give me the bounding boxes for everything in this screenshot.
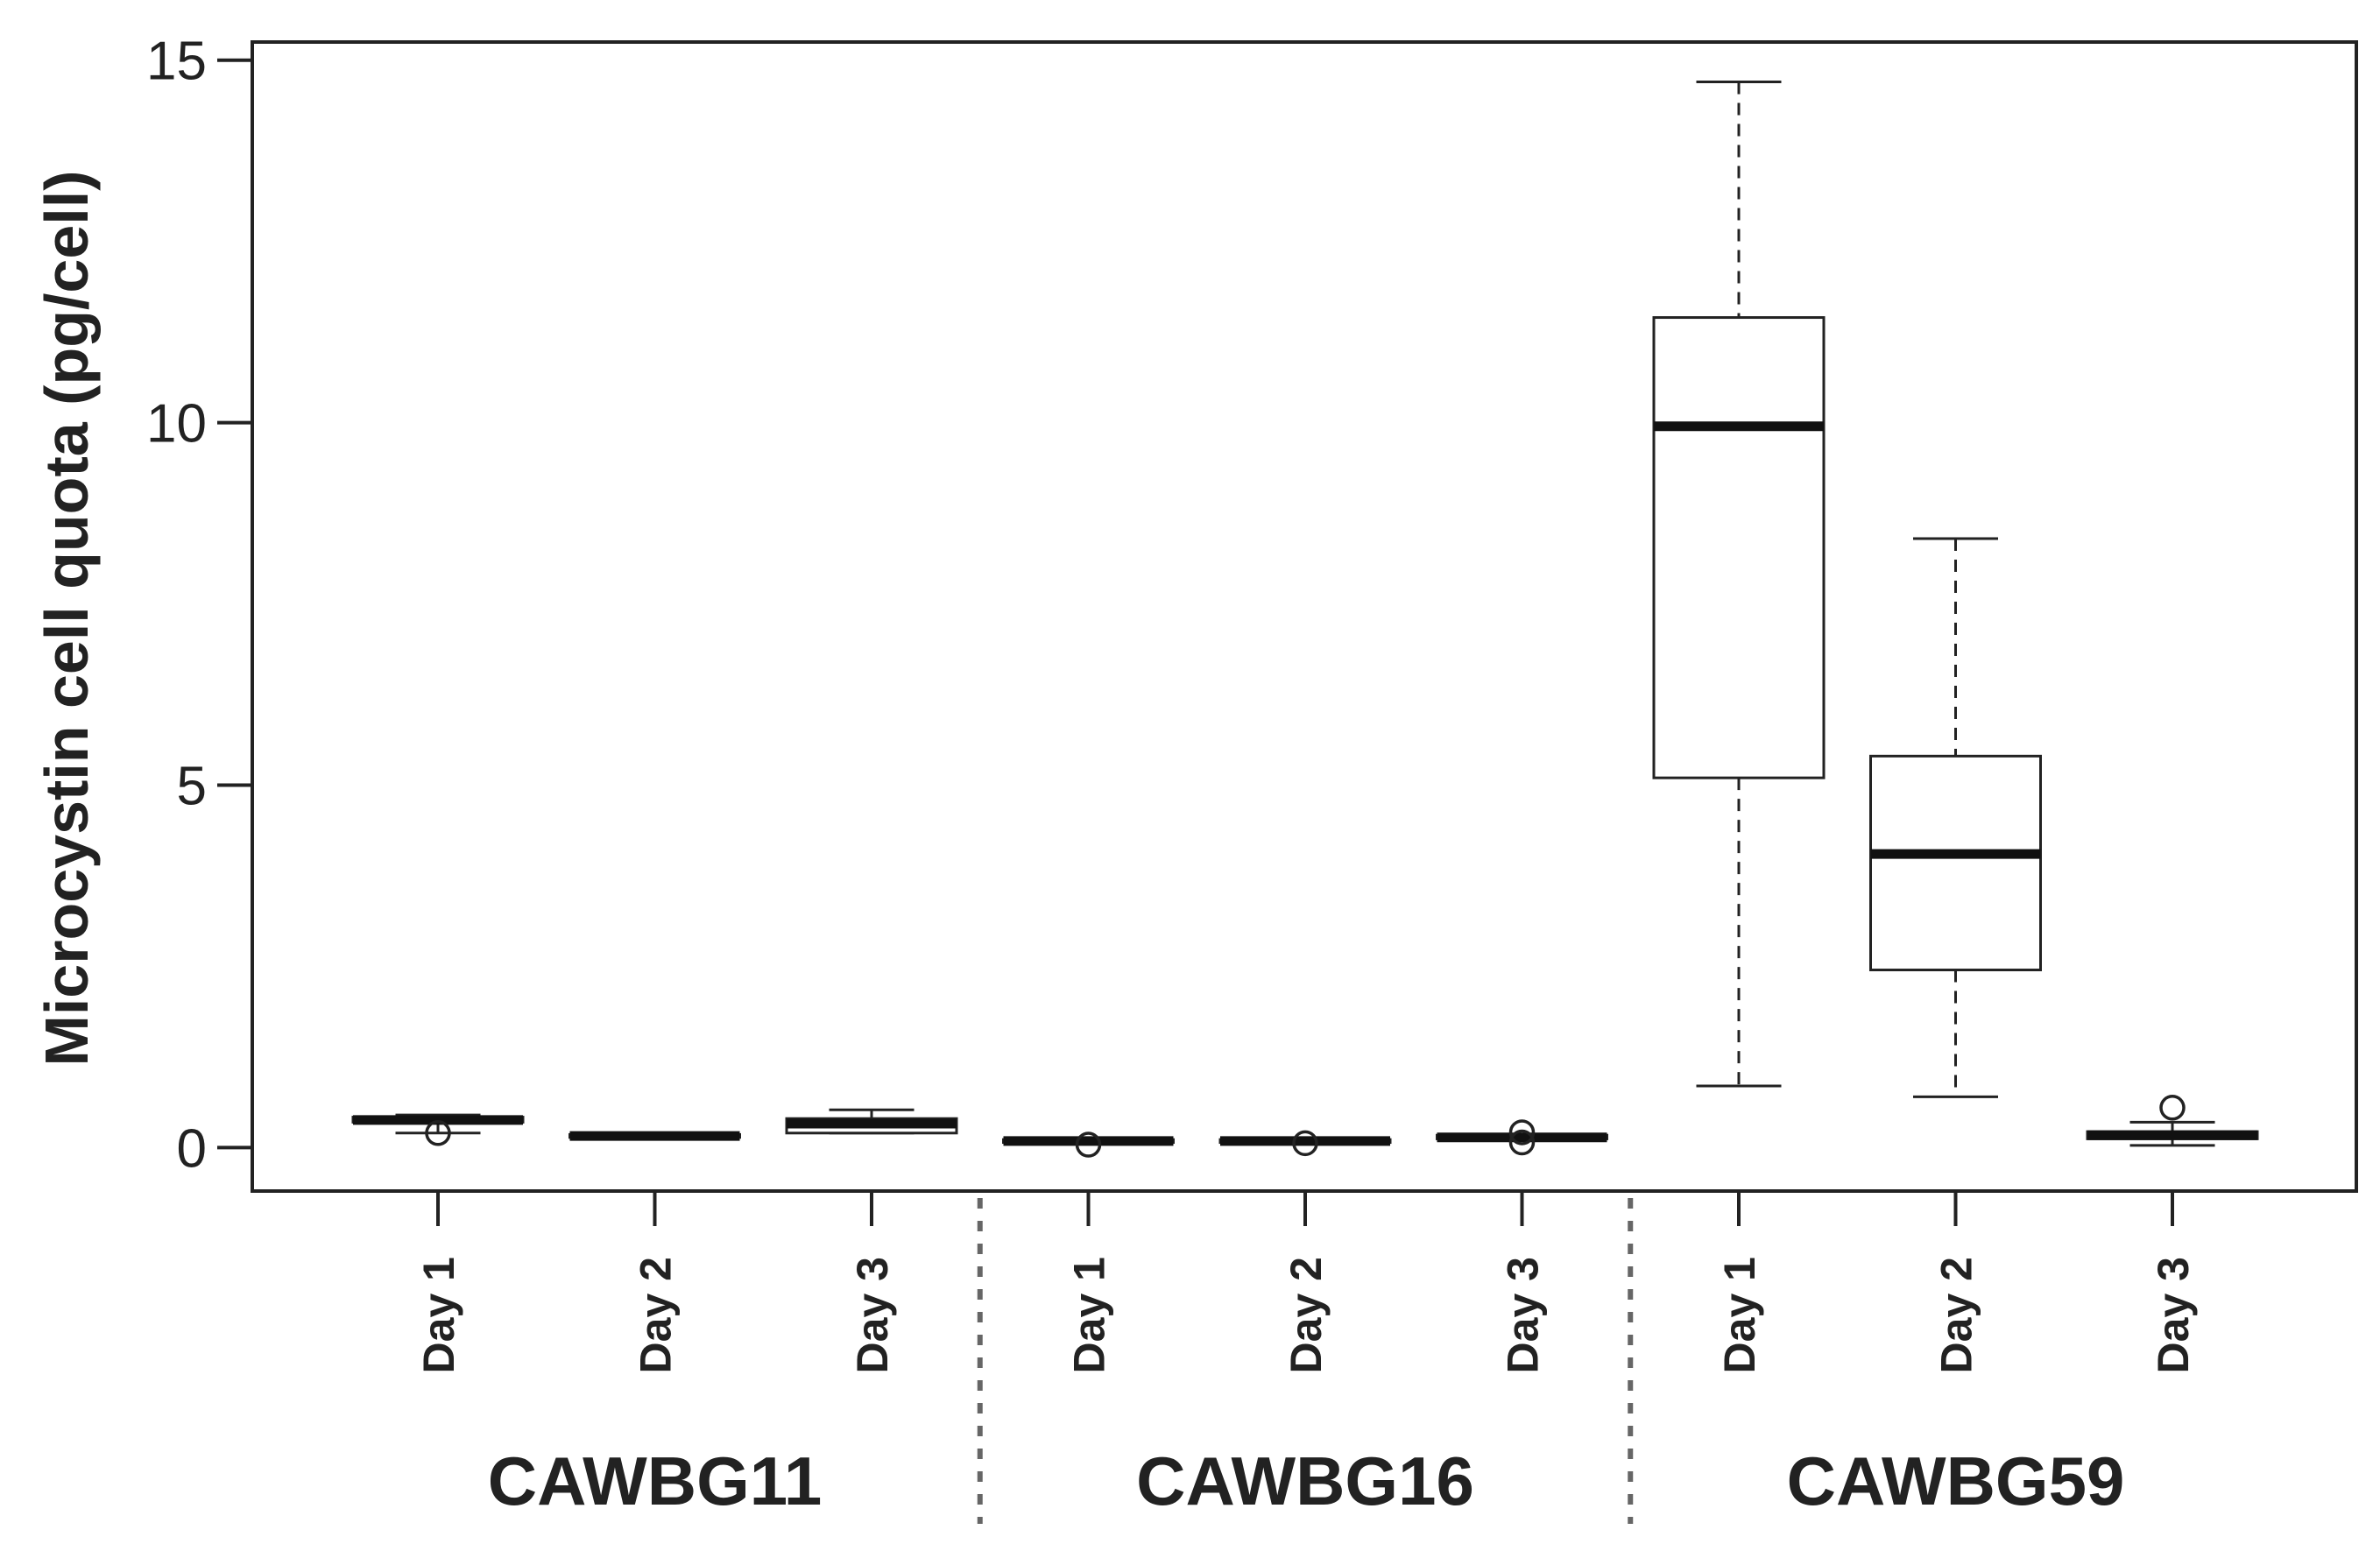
box-6	[1436, 1119, 1608, 1156]
group-separators	[977, 1198, 1634, 1524]
group-label: CAWBG16	[1136, 1442, 1474, 1519]
x-category-label: Day 1	[1065, 1257, 1114, 1373]
x-category-label: Day 3	[2149, 1257, 2198, 1373]
box-8	[1869, 537, 2042, 1098]
boxes-layer	[351, 81, 2259, 1158]
x-category-label: Day 3	[1499, 1257, 1548, 1373]
box-2	[569, 1131, 741, 1141]
box-1	[351, 1113, 525, 1146]
group-label: CAWBG59	[1787, 1442, 2125, 1519]
x-axis: Day 1 Day 2 Day 3 Day 1 Day 2 Day 3 Day 1 Day 2…	[414, 1191, 2198, 1373]
box-7	[1652, 81, 1826, 1088]
group-labels: CAWBG11 CAWBG16 CAWBG59	[488, 1442, 2125, 1519]
box-4	[1002, 1131, 1175, 1158]
y-tick-label: 0	[177, 1118, 207, 1179]
outlier-point	[425, 1120, 451, 1146]
outlier-point	[1508, 1119, 1536, 1146]
box-5	[1218, 1130, 1392, 1157]
box-3	[785, 1108, 958, 1135]
group-label: CAWBG11	[488, 1442, 822, 1519]
x-category-label: Day 1	[1715, 1257, 1764, 1373]
x-category-label: Day 1	[414, 1257, 463, 1373]
y-axis: 0 5 10 15	[146, 32, 252, 1179]
box-iqr	[1652, 316, 1826, 779]
y-tick-label: 5	[177, 756, 207, 816]
outlier-point	[2159, 1095, 2186, 1121]
outlier-point	[1292, 1130, 1318, 1157]
plot-area-frame	[251, 40, 2358, 1193]
y-tick-label: 10	[146, 394, 207, 455]
x-category-label: Day 3	[848, 1257, 897, 1373]
y-axis-title: Microcystin cell quota (pg/cell)	[32, 171, 101, 1067]
x-category-label: Day 2	[632, 1257, 681, 1373]
outlier-point	[1075, 1131, 1102, 1158]
box-9	[2086, 1095, 2259, 1147]
box-iqr	[1869, 754, 2042, 972]
x-category-label: Day 2	[1932, 1257, 1981, 1373]
x-category-label: Day 2	[1282, 1257, 1331, 1373]
outlier-point	[1508, 1129, 1536, 1156]
y-tick-label: 15	[146, 32, 207, 92]
